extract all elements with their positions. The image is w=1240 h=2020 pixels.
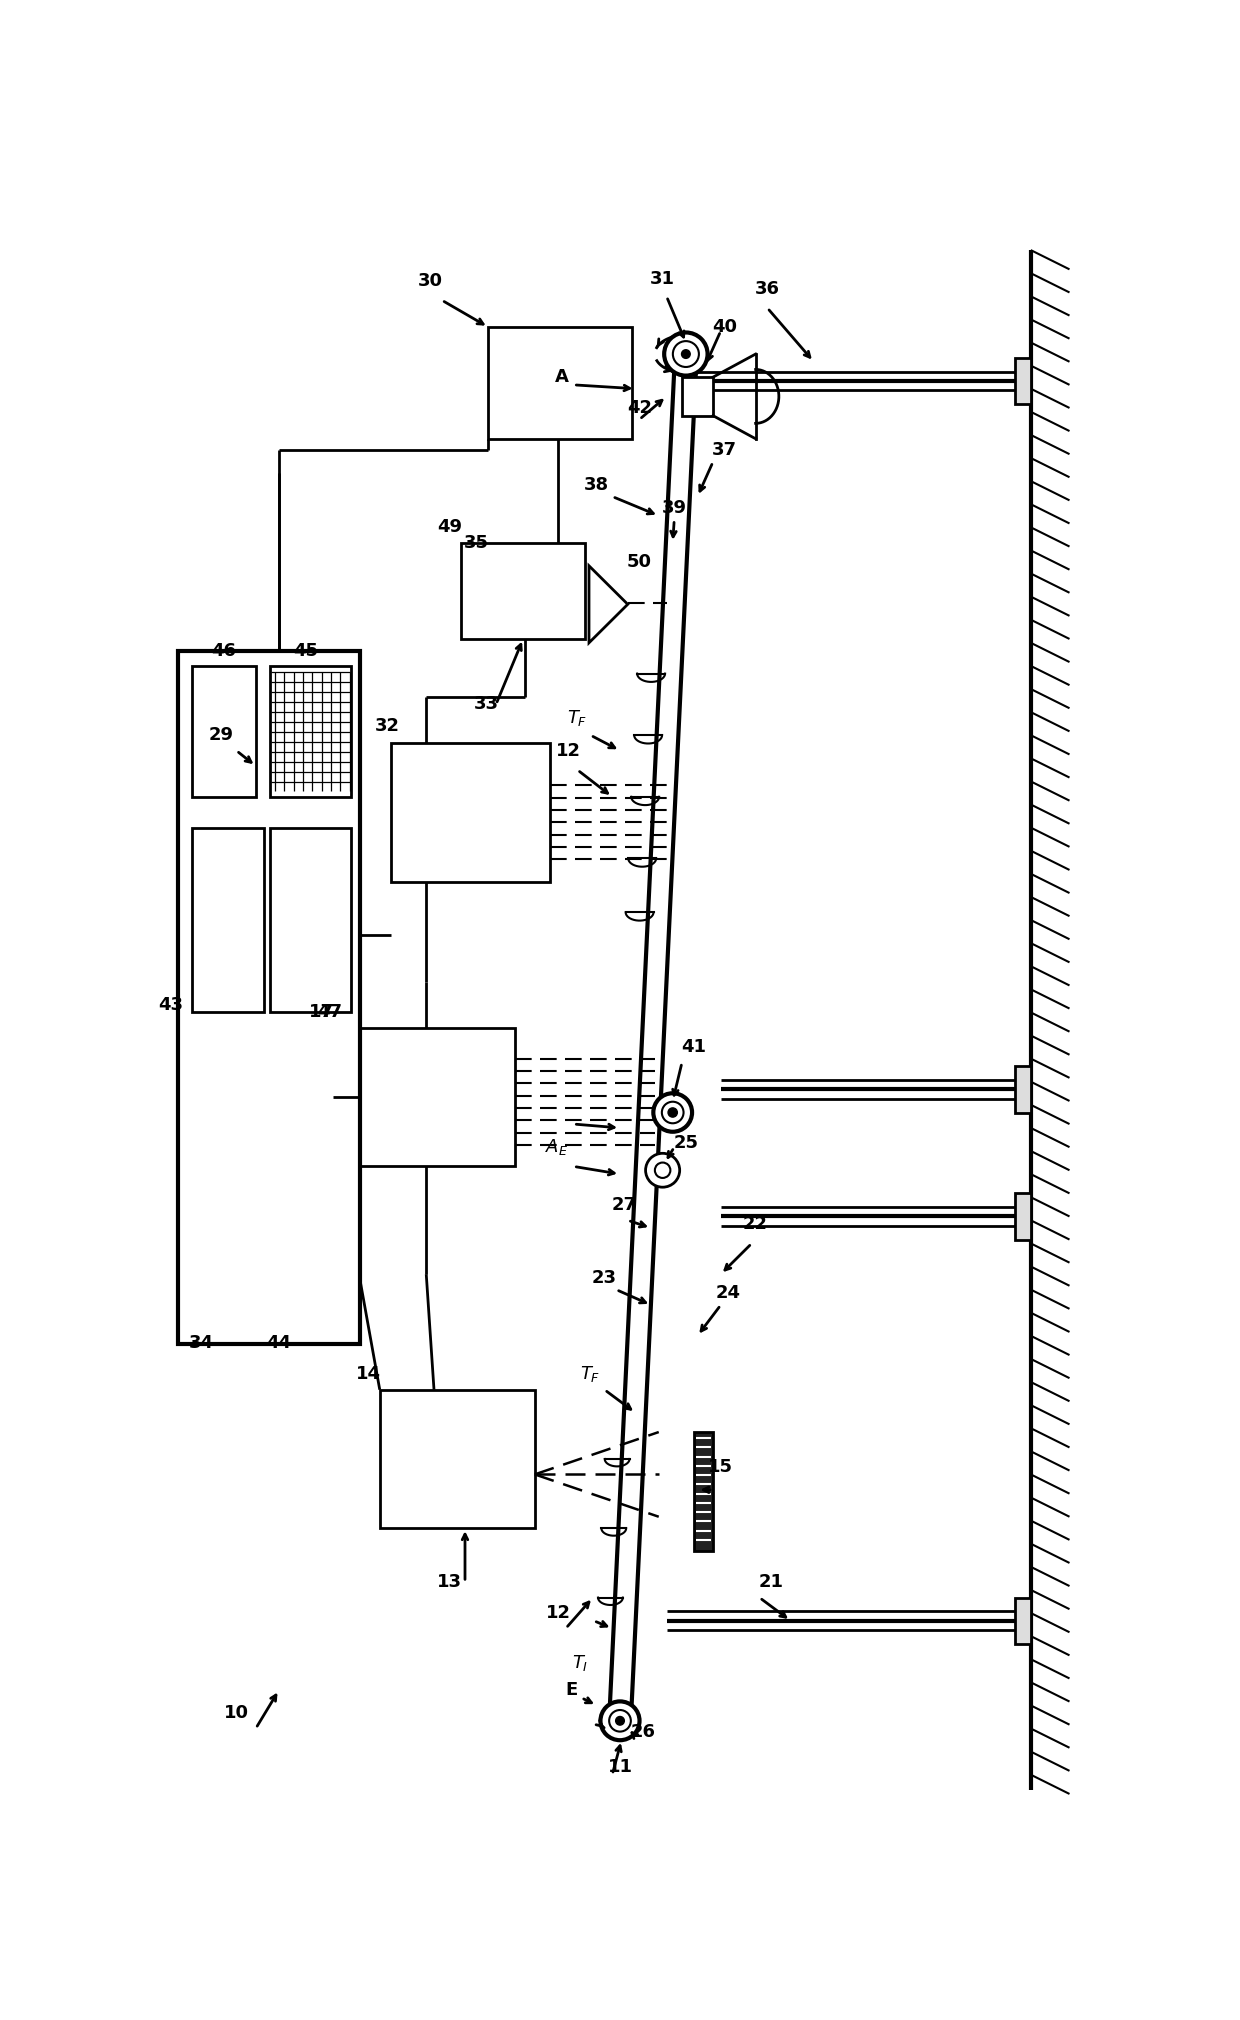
Text: 45: 45 [294, 642, 319, 659]
Bar [1016, 1067, 1030, 1113]
Bar [1016, 1194, 1030, 1240]
Bar [192, 667, 255, 796]
Text: $T_F$: $T_F$ [567, 709, 588, 729]
Text: 41: 41 [681, 1038, 706, 1056]
Text: 21: 21 [759, 1574, 784, 1592]
Circle shape [646, 1153, 680, 1188]
Text: 37: 37 [712, 440, 737, 459]
Text: 25: 25 [673, 1135, 698, 1151]
Bar [379, 1390, 534, 1529]
Text: 50: 50 [627, 553, 652, 572]
Text: 23: 23 [591, 1269, 618, 1287]
Bar [693, 1432, 713, 1551]
Text: 14: 14 [356, 1366, 381, 1384]
Text: 29: 29 [208, 727, 233, 743]
Text: 35: 35 [464, 533, 489, 551]
Bar [270, 667, 351, 796]
Text: 31: 31 [650, 271, 675, 289]
Text: 26: 26 [631, 1723, 656, 1741]
Circle shape [668, 1107, 677, 1117]
Circle shape [600, 1701, 640, 1739]
Text: 34: 34 [188, 1335, 215, 1353]
Bar [179, 650, 361, 1343]
Bar [682, 378, 713, 416]
Text: 49: 49 [436, 519, 463, 535]
Bar [270, 828, 351, 1012]
Circle shape [673, 341, 699, 368]
Text: 12: 12 [556, 741, 580, 760]
Text: $T_I$: $T_I$ [572, 1652, 588, 1673]
Text: 42: 42 [627, 398, 652, 416]
Text: 36: 36 [755, 279, 780, 297]
Circle shape [655, 1164, 671, 1178]
Text: 27: 27 [611, 1196, 636, 1214]
Text: 12: 12 [546, 1604, 570, 1622]
Text: 40: 40 [712, 317, 737, 335]
Text: 46: 46 [211, 642, 236, 659]
Text: A: A [556, 368, 569, 386]
Text: 43: 43 [157, 996, 184, 1014]
Bar [392, 743, 551, 881]
Text: 30: 30 [418, 273, 443, 291]
Bar [489, 327, 631, 438]
Circle shape [662, 1101, 683, 1123]
Circle shape [682, 349, 691, 358]
Text: 32: 32 [374, 717, 401, 735]
Text: 22: 22 [743, 1216, 768, 1232]
Bar [461, 543, 585, 638]
Text: 10: 10 [224, 1705, 249, 1723]
Bar [1016, 1598, 1030, 1644]
Text: 44: 44 [267, 1335, 291, 1353]
Text: 24: 24 [715, 1285, 742, 1303]
Text: E: E [565, 1681, 578, 1699]
Bar [334, 1028, 516, 1166]
Circle shape [653, 1093, 692, 1131]
Text: 47: 47 [317, 1004, 342, 1022]
Text: 13: 13 [436, 1574, 463, 1592]
Text: 11: 11 [608, 1757, 632, 1776]
Bar [192, 828, 263, 1012]
Text: 38: 38 [584, 477, 609, 495]
Circle shape [609, 1711, 631, 1731]
Text: 39: 39 [662, 499, 687, 517]
Bar [1016, 358, 1030, 404]
Text: $T_F$: $T_F$ [580, 1364, 600, 1384]
Text: 33: 33 [474, 695, 500, 713]
Text: 15: 15 [708, 1458, 733, 1477]
Text: $A_E$: $A_E$ [544, 1137, 568, 1157]
Text: 17: 17 [309, 1004, 334, 1022]
Circle shape [665, 333, 708, 376]
Circle shape [615, 1717, 625, 1725]
